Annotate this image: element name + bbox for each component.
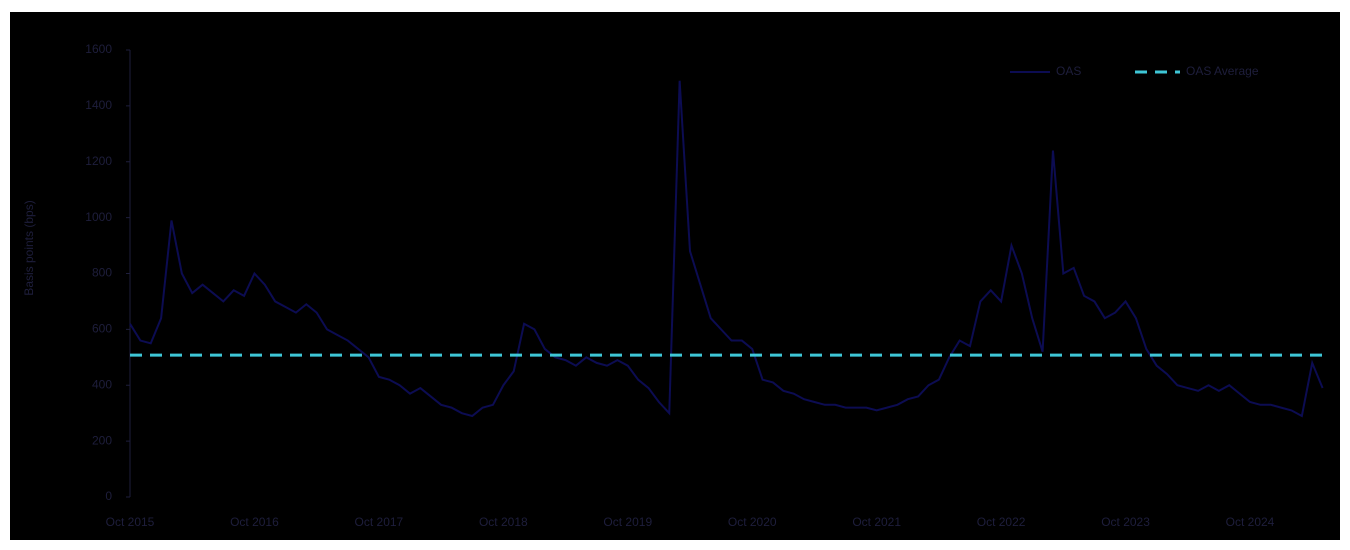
y-tick-label: 800 <box>92 266 112 280</box>
y-tick-label: 1400 <box>85 98 112 112</box>
y-axis-label: Basis points (bps) <box>22 200 36 295</box>
x-tick-label: Oct 2017 <box>355 515 404 529</box>
x-tick-label: Oct 2024 <box>1226 515 1275 529</box>
chart-background <box>10 12 1340 540</box>
x-tick-label: Oct 2019 <box>603 515 652 529</box>
x-tick-label: Oct 2016 <box>230 515 279 529</box>
x-tick-label: Oct 2023 <box>1101 515 1150 529</box>
x-tick-label: Oct 2021 <box>852 515 901 529</box>
x-tick-label: Oct 2018 <box>479 515 528 529</box>
x-tick-label: Oct 2015 <box>106 515 155 529</box>
x-tick-label: Oct 2022 <box>977 515 1026 529</box>
y-tick-label: 200 <box>92 433 112 447</box>
y-tick-label: 1000 <box>85 210 112 224</box>
y-tick-label: 1200 <box>85 154 112 168</box>
y-tick-label: 600 <box>92 322 112 336</box>
series-line <box>129 80 1324 418</box>
legend-label: OAS <box>1056 64 1081 78</box>
y-tick-label: 0 <box>105 489 112 503</box>
y-tick-label: 1600 <box>85 42 112 56</box>
x-tick-label: Oct 2020 <box>728 515 777 529</box>
legend-label: OAS Average <box>1186 64 1259 78</box>
y-tick-label: 400 <box>92 377 112 391</box>
